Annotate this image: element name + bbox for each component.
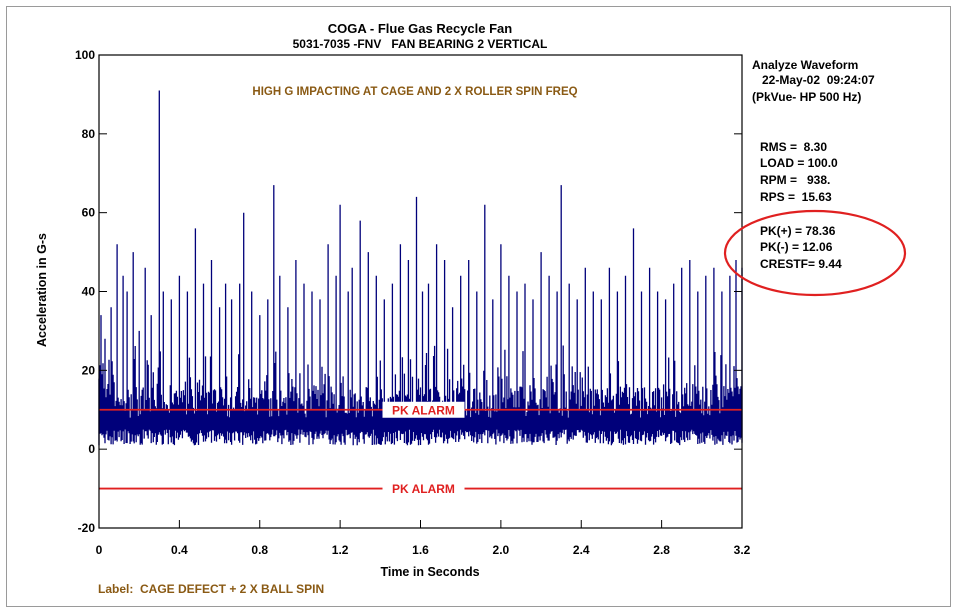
- y-tick-label: 100: [75, 48, 95, 62]
- y-tick-label: 20: [82, 363, 96, 377]
- chart-subtitle: 5031-7035 -FNV FAN BEARING 2 VERTICAL: [293, 37, 548, 51]
- x-tick-label: 1.2: [332, 543, 349, 557]
- alarm-label: PK ALARM: [392, 482, 455, 496]
- stat-crest-factor: CRESTF= 9.44: [760, 257, 842, 271]
- stat-rps: RPS = 15.63: [760, 190, 832, 204]
- y-tick-label: 40: [82, 285, 96, 299]
- info-header-date: 22-May-02 09:24:07: [762, 73, 875, 87]
- x-tick-label: 3.2: [734, 543, 751, 557]
- stat-rpm: RPM = 938.: [760, 173, 830, 187]
- y-axis-label: Acceleration in G-s: [35, 233, 49, 347]
- waveform-series: [98, 90, 743, 446]
- y-tick-label: 60: [82, 206, 96, 220]
- x-axis-label: Time in Seconds: [380, 565, 479, 579]
- y-tick-label: 80: [82, 127, 96, 141]
- alarm-label-background: [382, 401, 465, 418]
- stat-rms: RMS = 8.30: [760, 140, 827, 154]
- stat-pk-minus: PK(-) = 12.06: [760, 240, 833, 254]
- x-tick-label: 0.4: [171, 543, 188, 557]
- x-tick-label: 2.0: [493, 543, 510, 557]
- alarm-label: PK ALARM: [392, 403, 455, 417]
- stat-load: LOAD = 100.0: [760, 156, 838, 170]
- info-header-mode: (PkVue- HP 500 Hz): [752, 90, 861, 104]
- highlight-circle: [723, 209, 907, 297]
- info-header-title: Analyze Waveform: [752, 58, 858, 72]
- chart-title: COGA - Flue Gas Recycle Fan: [328, 21, 513, 36]
- x-tick-label: 2.8: [653, 543, 670, 557]
- x-tick-label: 0.8: [251, 543, 268, 557]
- info-panel: Analyze Waveform 22-May-02 09:24:07 (PkV…: [752, 58, 875, 271]
- x-tick-label: 0: [96, 543, 103, 557]
- x-tick-label: 1.6: [412, 543, 429, 557]
- stat-pk-plus: PK(+) = 78.36: [760, 224, 836, 238]
- y-tick-label: -20: [78, 521, 96, 535]
- footer-label: Label: CAGE DEFECT + 2 X BALL SPIN: [98, 582, 324, 596]
- y-tick-label: 0: [88, 442, 95, 456]
- annotation-text: HIGH G IMPACTING AT CAGE AND 2 X ROLLER …: [252, 86, 577, 98]
- alarm-label-background: [382, 480, 465, 497]
- x-tick-label: 2.4: [573, 543, 590, 557]
- plot-frame: [98, 54, 743, 529]
